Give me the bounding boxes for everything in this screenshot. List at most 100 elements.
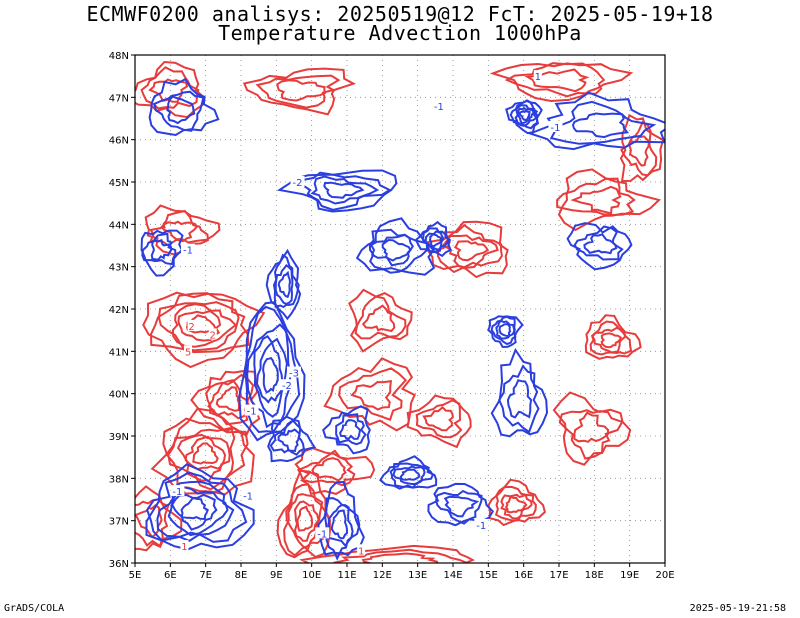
contour-label-bg [208, 328, 217, 340]
contour-label-bg [279, 379, 294, 391]
contour-line [156, 480, 235, 538]
contour-line [327, 504, 354, 548]
contour-line [399, 468, 421, 481]
contour-line [348, 288, 413, 353]
contour-line [487, 315, 524, 348]
contour-line [149, 292, 250, 354]
contour-line [490, 315, 517, 346]
contour-line [167, 426, 236, 491]
lon-tick-label: 19E [620, 570, 639, 581]
contour-line [453, 240, 490, 262]
lat-tick-label: 38N [109, 474, 129, 485]
contour-line [265, 248, 302, 321]
lon-tick-label: 14E [443, 570, 462, 581]
contour-line [355, 217, 436, 276]
contour-label-bg [548, 120, 563, 132]
contour-label: -1 [247, 407, 257, 418]
lat-tick-label: 40N [109, 390, 129, 401]
contour-label-bg [244, 404, 259, 416]
contour-line [428, 233, 443, 248]
contour-line [381, 238, 412, 262]
lat-tick-label: 45N [109, 178, 129, 189]
contour-line [414, 220, 452, 258]
contour-line [583, 233, 618, 255]
contour-line [153, 90, 205, 132]
contour-label: -1 [476, 521, 486, 532]
contour-label: -1 [550, 123, 560, 134]
contour-line [166, 95, 196, 125]
contour-line [354, 295, 407, 340]
contour-line [518, 109, 531, 122]
contour-label-bg [290, 176, 305, 187]
contour-label: -3 [289, 369, 299, 380]
contour-line [149, 209, 209, 247]
contour-line [584, 314, 642, 360]
contour-line [192, 442, 219, 465]
contour-line [300, 171, 392, 211]
contour-line [141, 232, 177, 266]
contour-line [150, 238, 173, 261]
contour-line [255, 340, 284, 404]
contour-label-bg [357, 544, 366, 556]
contour-line [369, 233, 414, 267]
contour-line [171, 493, 218, 531]
contour-line [142, 291, 266, 369]
contour-label: -1 [243, 491, 253, 502]
contour-line [299, 544, 475, 563]
contour-line [333, 548, 470, 563]
contour-line [242, 67, 357, 116]
contour-line [296, 505, 314, 532]
contour-line [277, 428, 301, 453]
contour-line [311, 457, 347, 482]
contour-line [573, 411, 610, 443]
contour-line [322, 405, 371, 455]
contour-line [269, 419, 306, 456]
lat-tick-label: 42N [109, 305, 129, 316]
contour-line [573, 225, 624, 261]
lon-tick-label: 20E [655, 570, 674, 581]
contour-label: -1 [183, 246, 193, 257]
contour-line [176, 433, 231, 482]
contour-line [267, 415, 317, 463]
contour-line [570, 185, 622, 215]
contour-label-bg [533, 70, 542, 82]
contour-line [157, 301, 240, 352]
contour-line [215, 386, 241, 412]
contour-label-bg [170, 485, 185, 497]
contour-line [262, 356, 279, 394]
contour-line [293, 500, 320, 542]
lat-tick-label: 44N [109, 220, 129, 231]
contour-line [628, 135, 651, 167]
contour-line [338, 367, 408, 421]
contour-line [335, 413, 367, 446]
contour-line [424, 230, 444, 251]
contour-line [330, 509, 349, 540]
contour-label-bg [474, 518, 489, 530]
contour-line [148, 77, 220, 137]
lat-tick-label: 36N [109, 559, 129, 570]
contour-line [350, 380, 393, 411]
contour-label: -2 [293, 178, 303, 189]
contour-line [145, 463, 255, 551]
lat-tick-label: 48N [109, 51, 129, 62]
contour-line [184, 435, 227, 471]
contour-line [180, 496, 209, 520]
contour-line [146, 471, 248, 543]
contour-label: -1 [172, 487, 182, 498]
contour-line [140, 66, 200, 110]
contour-line [253, 334, 288, 418]
warm-advection-contours [135, 60, 665, 563]
contour-line [361, 304, 396, 333]
contour-line [504, 62, 606, 98]
contour-line [487, 478, 547, 527]
contour-label-bg [181, 243, 195, 255]
contour-line [571, 112, 630, 139]
contour-line [558, 409, 624, 460]
lon-tick-label: 17E [549, 570, 568, 581]
alps-border [205, 92, 440, 205]
contour-line [276, 169, 398, 213]
contour-line [600, 332, 622, 349]
lon-tick-label: 10E [302, 570, 321, 581]
contour-line [505, 99, 543, 135]
lon-tick-label: 5E [129, 570, 142, 581]
